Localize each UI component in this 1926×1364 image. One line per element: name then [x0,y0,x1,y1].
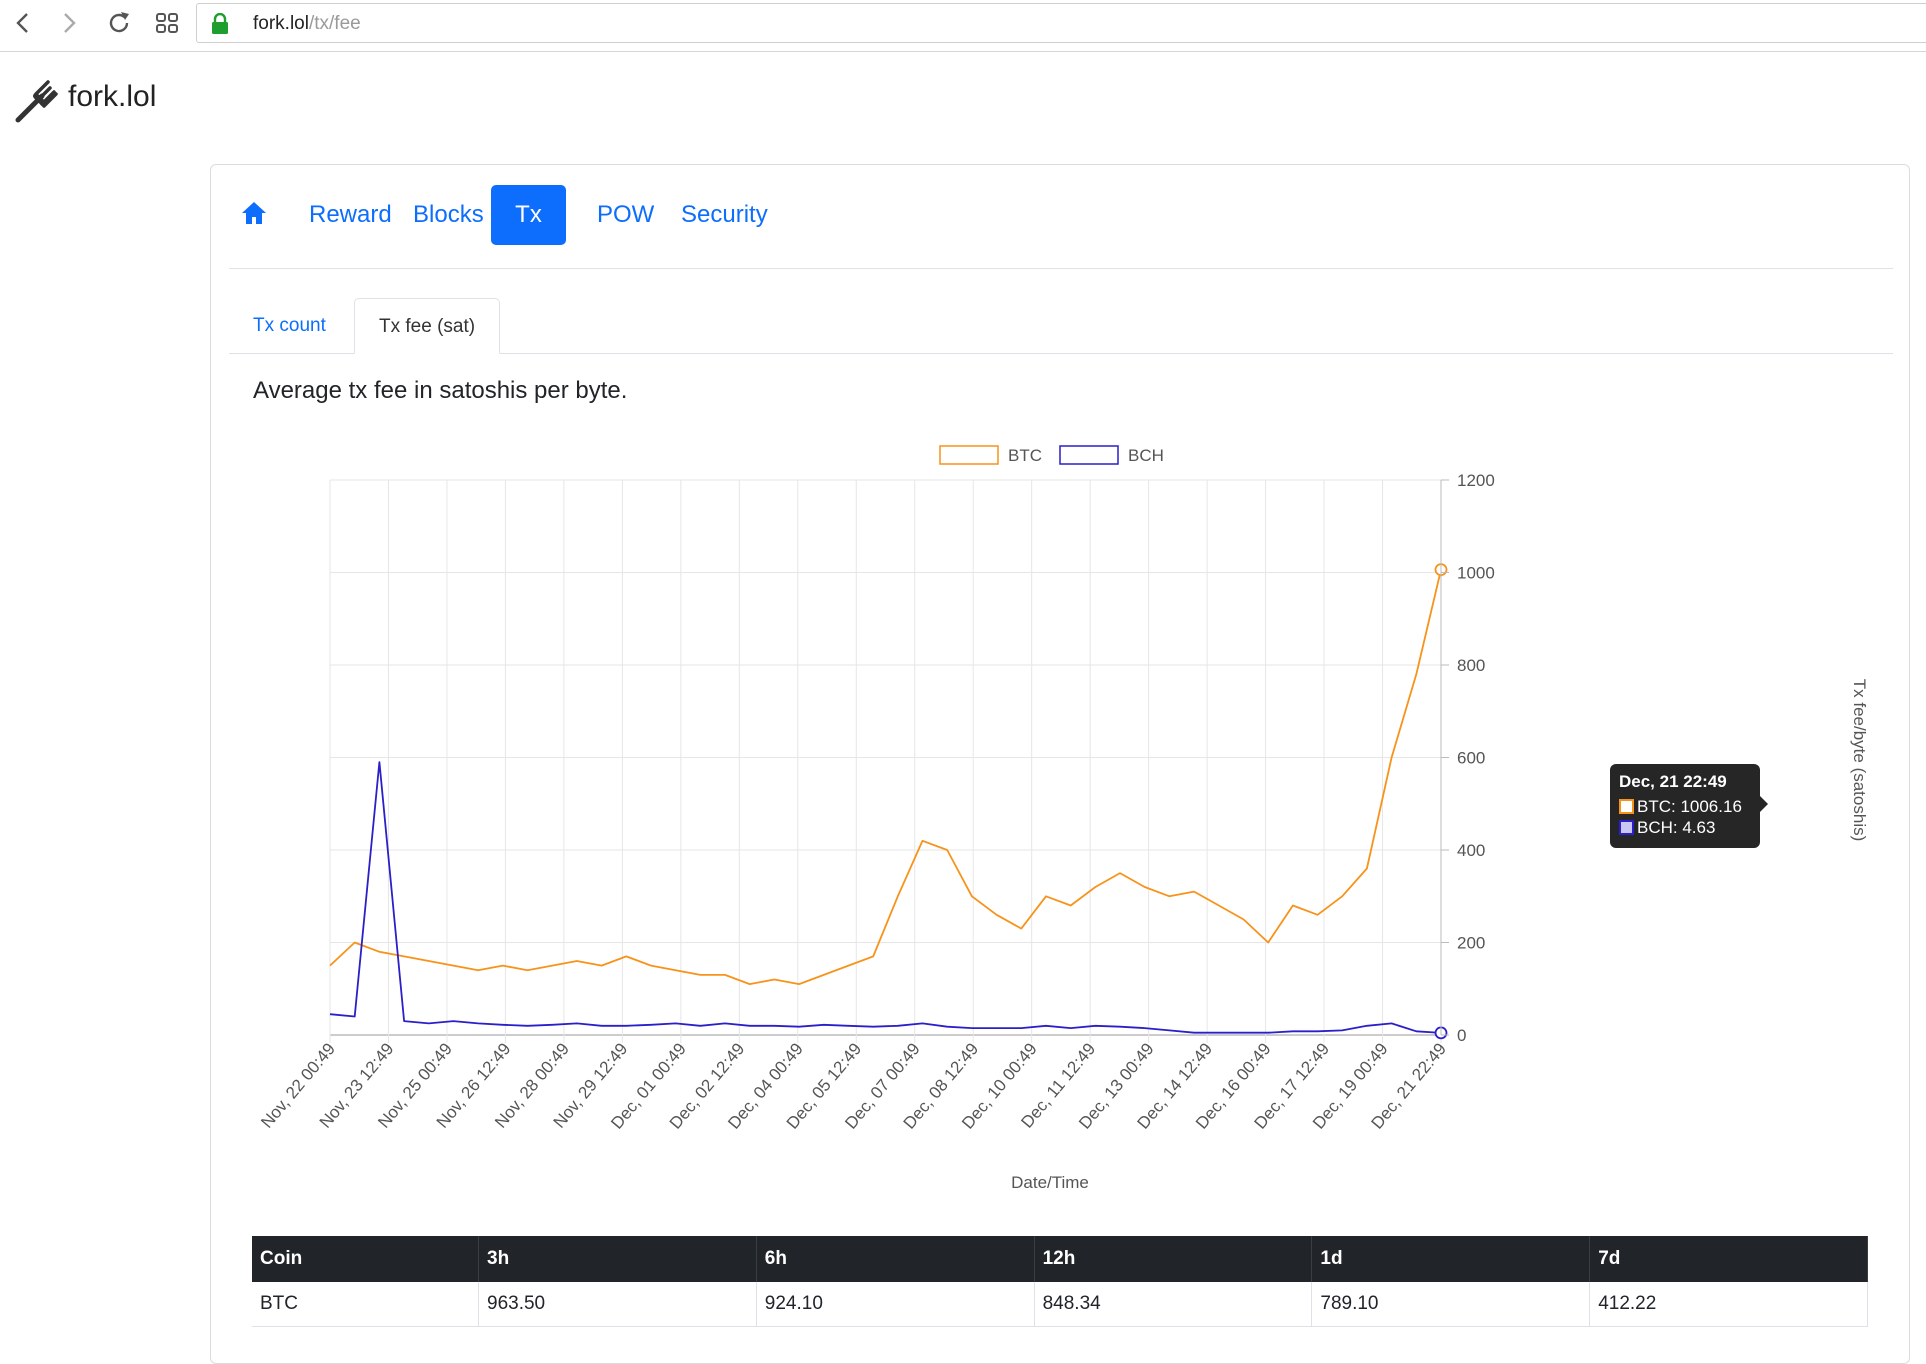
fee-summary-table: Coin 3h 6h 12h 1d 7d BTC 963.50 924.10 8… [252,1236,1868,1327]
chart-grid [329,479,1442,1043]
y-tick-label: 1200 [1457,471,1495,490]
col-header-7d: 7d [1589,1236,1868,1282]
chart-canvas: BTC BCH 0 200 400 600 800 1000 1200 Nov, 22 00… [257,445,1869,1192]
nav-reward[interactable]: Reward [309,201,392,228]
col-header-3h: 3h [478,1236,757,1282]
chart-series [329,563,1448,1040]
legend-label-btc: BTC [1008,446,1042,465]
y-tick-label: 600 [1457,749,1485,768]
cell-1d: 789.10 [1311,1282,1591,1327]
tooltip-row-bch: BCH: 4.63 [1619,817,1751,838]
y-axis-title: Tx fee/byte (satoshis) [1850,679,1869,842]
reload-icon[interactable] [104,8,134,38]
tooltip-swatch-bch [1619,820,1634,835]
browser-toolbar: fork.lol/tx/fee [0,0,1926,52]
nav-security[interactable]: Security [681,201,768,228]
y-axis: 0 200 400 600 800 1000 1200 [1440,471,1495,1045]
y-tick-label: 200 [1457,934,1485,953]
legend-swatch-bch[interactable] [1059,445,1119,465]
cell-6h: 924.10 [756,1282,1035,1327]
cell-3h: 963.50 [478,1282,757,1327]
x-axis-title: Date/Time [1011,1173,1089,1192]
cell-7d: 412.22 [1589,1282,1868,1327]
tooltip-title: Dec, 21 22:49 [1619,772,1727,791]
url-host: fork.lol [253,13,309,34]
nav-divider [229,268,1893,269]
chart-legend: BTC BCH [939,445,1164,465]
nav-home[interactable] [229,185,279,245]
table-row: BTC 963.50 924.10 848.34 789.10 412.22 [252,1282,1868,1327]
tab-tx-fee[interactable]: Tx fee (sat) [354,298,501,354]
tooltip-value-bch: BCH: 4.63 [1637,818,1716,837]
chart-description: Average tx fee in satoshis per byte. [253,377,628,404]
sub-tabs: Tx count Tx fee (sat) [229,293,1893,354]
series-line-bch[interactable] [329,761,1442,1034]
site-name: fork.lol [68,80,157,113]
col-header-6h: 6h [756,1236,1035,1282]
cell-12h: 848.34 [1034,1282,1313,1327]
tab-tx-count[interactable]: Tx count [253,315,326,336]
series-line-btc[interactable] [329,569,1442,985]
speed-dial-icon[interactable] [152,8,182,38]
legend-label-bch: BCH [1128,446,1164,465]
tooltip-swatch-btc [1619,799,1634,814]
col-header-1d: 1d [1311,1236,1591,1282]
y-tick-label: 0 [1457,1026,1466,1045]
col-header-coin: Coin [252,1236,479,1282]
cell-coin: BTC [252,1282,479,1327]
tooltip-row-btc: BTC: 1006.16 [1619,796,1751,817]
col-header-12h: 12h [1034,1236,1313,1282]
table-header-row: Coin 3h 6h 12h 1d 7d [252,1236,1868,1282]
nav-tx[interactable]: Tx [491,185,566,245]
address-bar[interactable]: fork.lol/tx/fee [196,3,1926,43]
chart-tooltip: Dec, 21 22:49 BTC: 1006.16 BCH: 4.63 [1610,764,1768,848]
lock-icon [212,13,228,34]
legend-swatch-btc[interactable] [939,445,999,465]
nav-pow[interactable]: POW [597,201,655,228]
home-icon [242,202,266,224]
nav-blocks[interactable]: Blocks [413,201,484,228]
url-text: fork.lol/tx/fee [253,13,361,35]
tx-fee-chart[interactable]: BTC BCH 0 200 400 600 800 1000 1200 Nov, 22 00… [230,430,1920,1210]
url-path: /tx/fee [308,13,361,34]
back-icon[interactable] [8,8,38,38]
y-tick-label: 400 [1457,841,1485,860]
tooltip-value-btc: BTC: 1006.16 [1637,797,1742,816]
fork-icon [15,80,58,123]
forward-icon[interactable] [54,8,84,38]
y-tick-label: 800 [1457,656,1485,675]
y-tick-label: 1000 [1457,564,1495,583]
